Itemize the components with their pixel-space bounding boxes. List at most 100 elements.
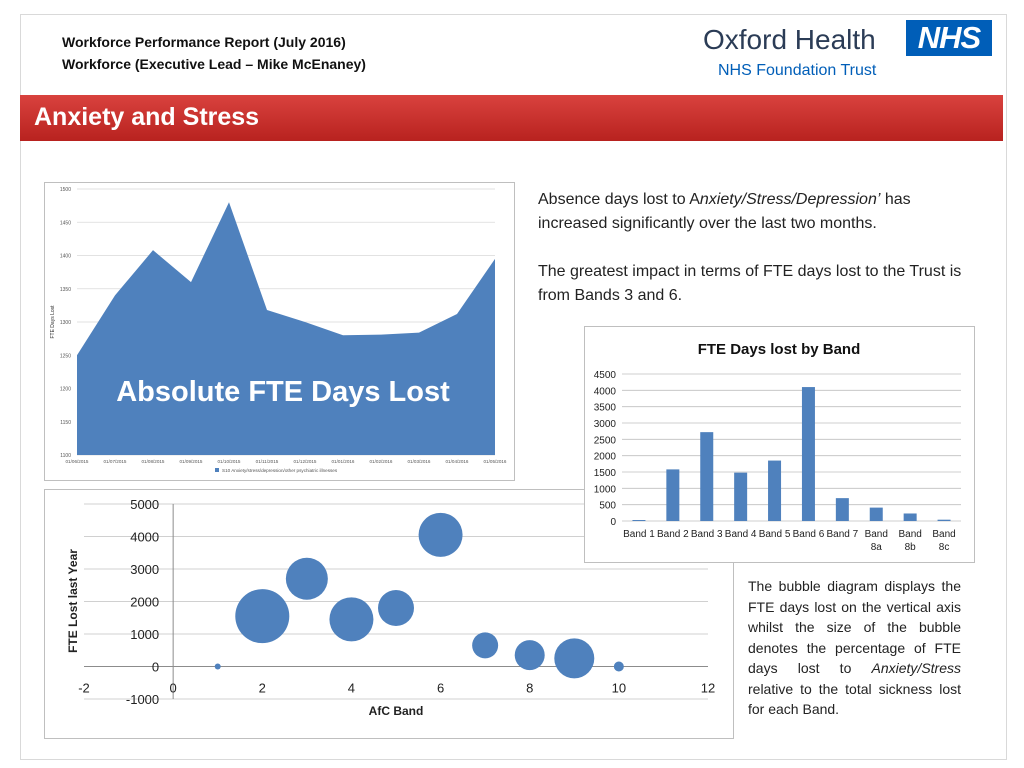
bar [869,507,883,521]
bubble-y-tick-label: 5000 [130,497,159,512]
bar [700,432,714,521]
area-x-tick-label: 01/01/2016 [332,459,355,464]
report-lead: Workforce (Executive Lead – Mike McEnane… [62,56,366,72]
bar-y-tick-label: 4500 [594,370,617,381]
para1-text: Absence days lost to A [538,191,700,208]
bar-category-label: Band 1 [623,529,655,540]
bar [937,519,951,521]
bubble-x-tick-label: 10 [612,681,626,696]
bubble-x-tick-label: 12 [701,681,715,696]
bar [734,472,748,521]
bar-y-tick-label: 3000 [594,419,617,430]
bar-y-tick-label: 3500 [594,403,617,414]
bar-y-tick-label: 4000 [594,386,617,397]
area-legend-swatch [215,468,219,472]
para1-italic: nxiety/Stress/Depression’ [699,191,881,208]
bubble [613,661,624,672]
area-chart-panel: 1100 1150 1200 1250 1300 1350 1400 1450 1500 01/0… [44,182,515,481]
bar-category-label: Band 3 [691,529,723,540]
area-series [77,202,495,455]
area-y-tick-label: 1250 [60,353,71,359]
bar-category-label: Band 7 [826,529,858,540]
bar [632,520,646,521]
bubble-y-tick-label: 4000 [130,530,159,545]
bubble-x-tick-label: 4 [348,681,355,696]
bubble-y-axis-label: FTE Lost last Year [66,549,80,653]
para1-text-end: has increased significantly over the las… [538,191,911,232]
bubble-y-tick-label: -1000 [126,692,159,707]
bar [801,387,815,521]
bar-y-tick-label: 1000 [594,484,617,495]
bar-y-tick-label: 2000 [594,452,617,463]
impact-paragraph: The greatest impact in terms of FTE days… [538,263,962,304]
bubble [418,512,463,557]
bubble-x-tick-label: 8 [526,681,533,696]
bar-category-label: 8c [939,542,950,553]
bubble [378,590,414,626]
area-y-tick-label: 1400 [60,254,71,260]
bar-category-label: Band 2 [657,529,689,540]
logo-name: Oxford Health [703,24,876,55]
bubble [514,640,545,671]
bubble [554,638,595,679]
area-overlay-title: Absolute FTE Days Lost [116,376,450,408]
report-title: Workforce Performance Report (July 2016) [62,34,346,50]
bar-chart-panel: FTE Days lost by Band 0 500 1000 1500 2000 250… [584,326,975,563]
bubble-x-axis-label: AfC Band [369,704,424,718]
bar-category-label: 8b [905,542,917,553]
area-x-tick-label: 01/10/2015 [218,459,241,464]
nhs-logo-badge: NHS [906,20,992,56]
area-x-tick-label: 01/04/2016 [446,459,469,464]
area-legend-label: S10 Anxiety/stress/depression/other psyc… [222,468,338,473]
bar-y-tick-label: 1500 [594,468,617,479]
area-y-tick-label: 1100 [60,453,71,459]
area-chart: 1100 1150 1200 1250 1300 1350 1400 1450 1500 01/0… [50,187,507,473]
bar-y-tick-label: 500 [599,501,616,512]
bar-category-label: Band [898,529,921,540]
bubble-note: The bubble diagram displays the FTE days… [748,576,961,720]
bubble-y-tick-label: 1000 [130,627,159,642]
area-y-tick-label: 1500 [60,187,71,193]
section-title: Anxiety and Stress [34,103,260,131]
bar-chart: FTE Days lost by Band 0 500 1000 1500 2000 250… [594,341,961,553]
area-x-tick-label: 01/09/2015 [180,459,203,464]
area-x-tick-label: 01/03/2016 [408,459,431,464]
slide-frame [20,14,1007,760]
area-y-tick-label: 1300 [60,320,71,326]
bubble-y-tick-label: 0 [152,660,159,675]
bubble-y-tick-label: 3000 [130,562,159,577]
area-y-tick-label: 1450 [60,220,71,226]
note-text: The bubble diagram displays the FTE days… [748,578,961,676]
bubble [235,589,290,644]
bubble [329,597,374,642]
bar-y-tick-label: 2500 [594,435,617,446]
area-x-tick-label: 01/08/2015 [142,459,165,464]
bar-category-label: Band 4 [725,529,757,540]
bar-category-label: 8a [871,542,883,553]
bubble [285,557,328,600]
area-y-tick-label: 1350 [60,287,71,293]
bar-category-label: Band 6 [793,529,825,540]
bar [835,498,849,521]
bubble-x-tick-label: -2 [78,681,90,696]
area-y-tick-label: 1150 [60,420,71,426]
bubble-x-tick-label: 2 [259,681,266,696]
area-x-tick-label: 01/05/2016 [484,459,507,464]
area-y-tick-label: 1200 [60,387,71,393]
bar [903,513,917,521]
area-x-tick-label: 01/06/2015 [66,459,89,464]
area-x-tick-label: 01/11/2015 [256,459,279,464]
bar-y-tick-label: 0 [610,517,616,528]
absence-paragraph: Absence days lost to Anxiety/Stress/Depr… [538,188,968,236]
bar [666,469,680,521]
bar-chart-title: FTE Days lost by Band [698,341,861,358]
bar-category-label: Band [932,529,955,540]
bubble-x-tick-label: 0 [170,681,177,696]
logo-subtitle: NHS Foundation Trust [718,62,877,79]
bubble-y-tick-label: 2000 [130,595,159,610]
note-italic: Anxiety/Stress [871,660,961,676]
bar-category-label: Band 5 [759,529,791,540]
bar [768,460,782,521]
bubble [472,632,499,659]
